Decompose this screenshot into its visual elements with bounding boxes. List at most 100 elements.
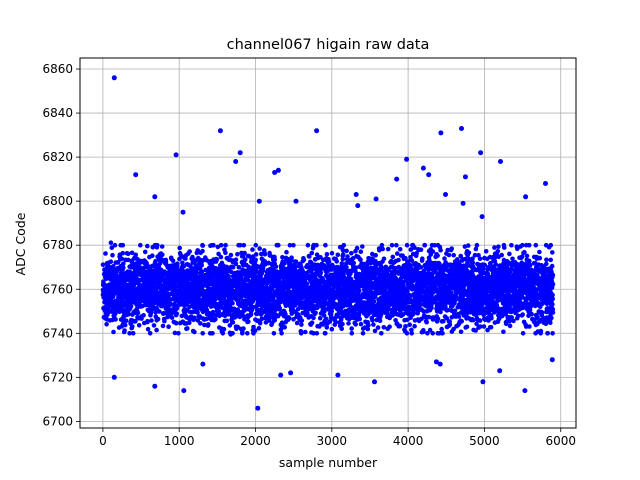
- data-point: [141, 313, 146, 318]
- data-point: [174, 321, 179, 326]
- data-point: [395, 251, 400, 256]
- data-point: [442, 256, 447, 261]
- data-point: [100, 262, 106, 268]
- data-point: [349, 331, 355, 336]
- data-point: [180, 260, 185, 266]
- data-point: [381, 256, 387, 262]
- data-point: [276, 242, 281, 248]
- data-point: [375, 325, 381, 330]
- data-point: [155, 242, 160, 248]
- data-point: [339, 326, 345, 332]
- data-point: [133, 252, 138, 258]
- data-point: [360, 244, 365, 249]
- data-point: [464, 324, 470, 330]
- data-point: [216, 308, 222, 314]
- data-point: [344, 265, 349, 270]
- data-point: [135, 310, 141, 316]
- data-point: [192, 315, 197, 321]
- data-point: [309, 320, 315, 326]
- data-point: [311, 315, 316, 321]
- data-point: [262, 251, 268, 257]
- data-point: [119, 256, 125, 262]
- data-point: [187, 249, 192, 254]
- data-point: [314, 242, 319, 248]
- data-point: [151, 323, 157, 328]
- data-point: [127, 331, 132, 336]
- data-point: [243, 257, 248, 262]
- data-point: [435, 316, 441, 322]
- data-point: [206, 322, 211, 327]
- data-point: [424, 319, 430, 325]
- data-point: [202, 322, 207, 328]
- data-point: [108, 240, 114, 245]
- data-point: [324, 325, 330, 330]
- data-point: [409, 331, 415, 336]
- data-point: [125, 257, 131, 263]
- data-point: [122, 328, 127, 333]
- data-point: [185, 326, 190, 331]
- data-point: [329, 326, 335, 332]
- data-point: [242, 250, 247, 256]
- data-point: [318, 270, 324, 275]
- data-point: [299, 318, 305, 323]
- data-point: [335, 252, 341, 258]
- data-point: [257, 246, 263, 251]
- data-point: [123, 318, 129, 324]
- data-point: [446, 252, 452, 258]
- data-point: [301, 257, 307, 263]
- data-point: [379, 242, 385, 248]
- data-point: [466, 250, 472, 256]
- data-point: [324, 252, 330, 257]
- data-point: [404, 242, 410, 248]
- data-point: [253, 252, 259, 257]
- data-point: [418, 247, 424, 252]
- data-point: [142, 249, 148, 255]
- data-point: [170, 258, 176, 264]
- data-point: [341, 242, 347, 248]
- data-point: [256, 326, 262, 331]
- data-point: [172, 330, 178, 336]
- data-point: [177, 256, 182, 262]
- data-point: [147, 331, 153, 336]
- data-point: [176, 331, 181, 336]
- data-point: [323, 316, 329, 322]
- data-point: [346, 321, 351, 326]
- data-point: [214, 257, 220, 262]
- data-point: [257, 321, 263, 326]
- data-point: [228, 252, 234, 258]
- data-point: [246, 319, 251, 324]
- data-point: [309, 250, 315, 256]
- data-point: [323, 331, 328, 336]
- data-point: [371, 298, 377, 304]
- data-point: [411, 311, 416, 317]
- data-point: [271, 331, 277, 336]
- data-point: [314, 331, 320, 336]
- data-point: [418, 265, 424, 270]
- data-point: [289, 255, 294, 260]
- data-point: [458, 329, 464, 335]
- data-point: [213, 316, 218, 322]
- data-point: [259, 316, 265, 322]
- data-point: [155, 316, 161, 322]
- data-point: [105, 310, 111, 316]
- data-point: [177, 245, 182, 251]
- data-point: [126, 311, 131, 317]
- data-point: [389, 242, 395, 248]
- data-point: [111, 329, 116, 335]
- data-point: [221, 326, 227, 332]
- data-point: [349, 250, 354, 256]
- data-point: [199, 262, 204, 268]
- data-point: [130, 331, 136, 336]
- data-point: [130, 324, 135, 329]
- data-point: [103, 251, 108, 256]
- data-point: [380, 246, 386, 252]
- data-point: [149, 318, 154, 323]
- data-point: [223, 250, 228, 256]
- data-point: [174, 311, 179, 317]
- data-point: [120, 250, 125, 256]
- data-point: [211, 242, 216, 248]
- data-point: [447, 322, 453, 328]
- data-point: [385, 246, 391, 252]
